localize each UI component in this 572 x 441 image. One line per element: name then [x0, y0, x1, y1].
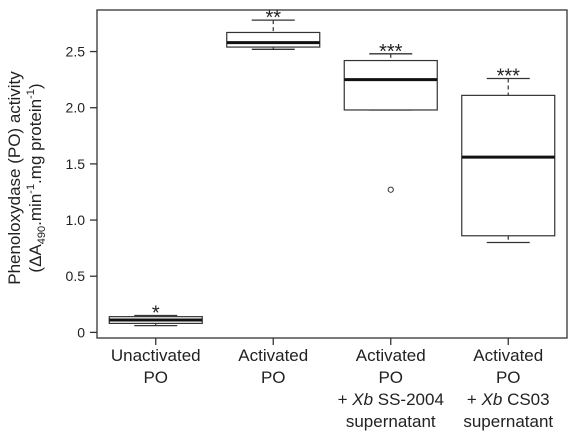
y-axis-label-line1: Phenoloxydase (PO) activity [5, 71, 24, 285]
category-labels: Unactivated PO Activated PO Activated PO + Xb … [111, 338, 553, 431]
iqr-box [226, 31, 321, 48]
y-tick-label: 0 [77, 324, 85, 340]
y-tick-label: 1.0 [66, 212, 86, 228]
box-4: *** [461, 66, 556, 244]
significance-marker: * [152, 303, 160, 325]
outlier-point [387, 186, 394, 193]
box-2: ** [226, 7, 321, 50]
y-axis: 0 0.5 1.0 1.5 2.0 2.5 [66, 9, 568, 340]
boxes: ********* [108, 7, 556, 327]
significance-marker: ** [265, 7, 281, 29]
y-tick-label: 0.5 [66, 268, 86, 284]
iqr-box [461, 94, 556, 237]
plot-frame [96, 9, 568, 339]
y-tick-label: 1.5 [66, 156, 86, 172]
y-axis-label-line2: (ΔA490.min-1.mg protein-1) [25, 83, 48, 272]
y-tick-label: 2.5 [66, 44, 86, 60]
category-label-1: Unactivated PO [111, 346, 201, 387]
significance-marker: *** [379, 41, 403, 63]
category-label-4: Activated PO + Xb CS03 supernatant [463, 346, 553, 431]
box-3: *** [343, 41, 438, 193]
y-axis-label: Phenoloxydase (PO) activity (ΔA490.min-1… [5, 71, 48, 285]
box-1: * [108, 303, 203, 327]
y-tick-label: 2.0 [66, 100, 86, 116]
iqr-box [343, 59, 438, 111]
category-label-3: Activated PO + Xb SS-2004 supernatant [338, 346, 444, 431]
significance-marker: *** [497, 66, 521, 88]
category-label-2: Activated PO [238, 346, 308, 387]
